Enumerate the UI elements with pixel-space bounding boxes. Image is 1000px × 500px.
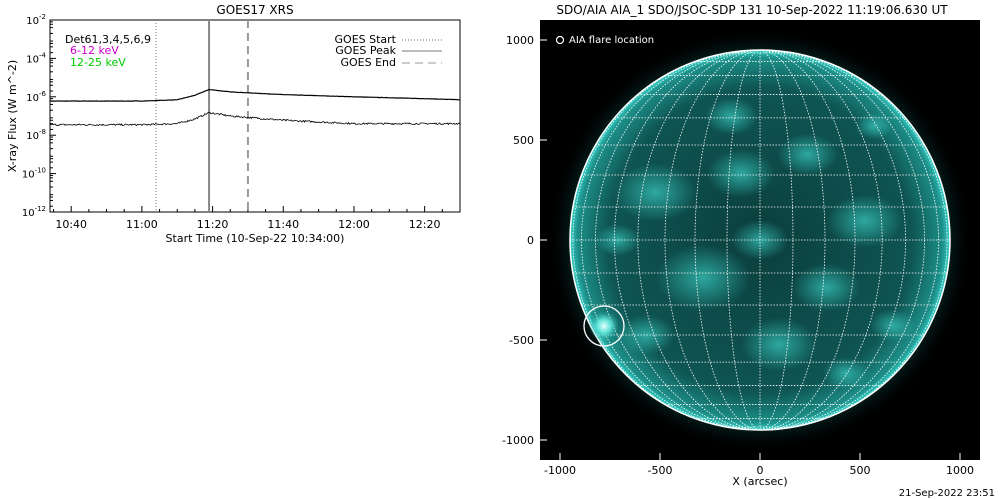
label-12-25-kev: 12-25 keV xyxy=(70,56,126,69)
longitude-line xyxy=(572,50,761,430)
longitude-line xyxy=(759,50,794,430)
goes-x-tick-label: 11:20 xyxy=(197,218,229,231)
goes-x-tick-label: 11:00 xyxy=(126,218,158,231)
goes-x-axis: 10:40 11:00 11:20 11:40 12:00 12:20 xyxy=(53,206,461,231)
goes-x-tick-label: 12:00 xyxy=(338,218,370,231)
goes-y-tick-label: 10-12 xyxy=(22,205,46,219)
goes-y-axis: 10-2 10-4 10-6 10-8 10-10 10-12 xyxy=(22,13,56,219)
coronal-bright-region xyxy=(704,97,759,136)
coronal-bright-region xyxy=(870,309,916,342)
aia-x-tick-label: 500 xyxy=(850,464,871,477)
coronal-bright-region xyxy=(826,194,903,248)
goes-event-markers xyxy=(155,20,249,212)
longitude-line xyxy=(726,50,761,430)
flare-legend-label: AIA flare location xyxy=(569,35,654,46)
goes-y-tick-label: 10-10 xyxy=(22,167,46,181)
flare-location-group xyxy=(583,305,625,347)
coronal-bright-region xyxy=(777,133,838,176)
aia-x-label: X (arcsec) xyxy=(732,475,787,488)
aia-x-tick-label: -1000 xyxy=(544,464,576,477)
aia-x-tick-label: 1000 xyxy=(946,464,974,477)
goes-y-tick-label: 10-8 xyxy=(26,128,46,142)
channels-label: Det61,3,4,5,6,9 xyxy=(65,33,151,46)
aia-y-tick-label: 500 xyxy=(513,134,534,147)
coronal-bright-region xyxy=(741,317,817,372)
coronal-bright-region xyxy=(855,112,893,140)
goes-y-tick-label: 10-2 xyxy=(26,13,46,27)
goes-y-label: X-ray Flux (W m^-2) xyxy=(6,60,19,172)
aia-x-tick-label: -500 xyxy=(648,464,673,477)
goes-series-group xyxy=(49,88,461,127)
legend-goes-start: GOES Start xyxy=(335,33,397,46)
aia-y-tick-label: -500 xyxy=(509,334,534,347)
heliographic-grid xyxy=(570,50,950,430)
goes-panel: GOES17 XRS 10-2 10-4 10-6 10-8 10-10 10-12 10… xyxy=(6,3,461,245)
longitude-line xyxy=(614,50,761,430)
goes-x-tick-label: 11:40 xyxy=(267,218,299,231)
goes-series-line-6-12 xyxy=(49,88,461,102)
aia-x-axis: -1000 -500 0 500 1000 xyxy=(544,453,974,477)
coronal-bright-region xyxy=(594,224,641,256)
active-regions xyxy=(594,97,916,389)
aia-title: SDO/AIA AIA_1 SDO/JSOC-SDP 131 10-Sep-20… xyxy=(556,3,948,17)
goes-x-tick-label: 10:40 xyxy=(55,218,87,231)
longitude-line xyxy=(664,50,761,430)
flare-emission xyxy=(589,311,619,341)
aia-panel: SDO/AIA AIA_1 SDO/JSOC-SDP 131 10-Sep-20… xyxy=(502,3,980,488)
flare-location-circle xyxy=(583,305,625,347)
coronal-bright-region xyxy=(822,357,869,389)
footer-timestamp: 21-Sep-2022 23:51 xyxy=(899,488,995,499)
coronal-bright-region xyxy=(617,315,675,355)
aia-y-tick-label: -1000 xyxy=(502,434,534,447)
legend-goes-peak: GOES Peak xyxy=(335,44,396,57)
aia-y-axis: 1000 500 0 -500 -1000 xyxy=(502,34,547,447)
goes-y-tick-label: 10-6 xyxy=(26,90,46,104)
goes-x-label: Start Time (10-Sep-22 10:34:00) xyxy=(166,232,345,245)
aia-y-tick-label: 0 xyxy=(527,234,534,247)
label-6-12-kev: 6-12 keV xyxy=(70,44,119,57)
longitude-line xyxy=(759,50,939,430)
legend-goes-end: GOES End xyxy=(340,56,396,69)
longitude-line xyxy=(581,50,761,430)
goes-x-tick-label: 12:20 xyxy=(409,218,441,231)
flare-legend-symbol xyxy=(555,35,565,45)
goes-y-tick-label: 10-4 xyxy=(26,51,46,65)
coronal-bright-region xyxy=(655,244,751,312)
coronal-bright-region xyxy=(792,263,861,312)
goes-title: GOES17 XRS xyxy=(216,3,293,17)
goes-series-line-12-25 xyxy=(49,111,461,127)
longitude-line xyxy=(759,50,906,430)
aia-y-tick-label: 1000 xyxy=(506,34,534,47)
coronal-bright-region xyxy=(706,149,776,198)
goes-plot-frame xyxy=(49,19,461,213)
longitude-line xyxy=(759,50,948,430)
longitude-line xyxy=(759,50,856,430)
coronal-bright-region xyxy=(613,163,698,222)
aia-x-tick-label: 0 xyxy=(757,464,764,477)
